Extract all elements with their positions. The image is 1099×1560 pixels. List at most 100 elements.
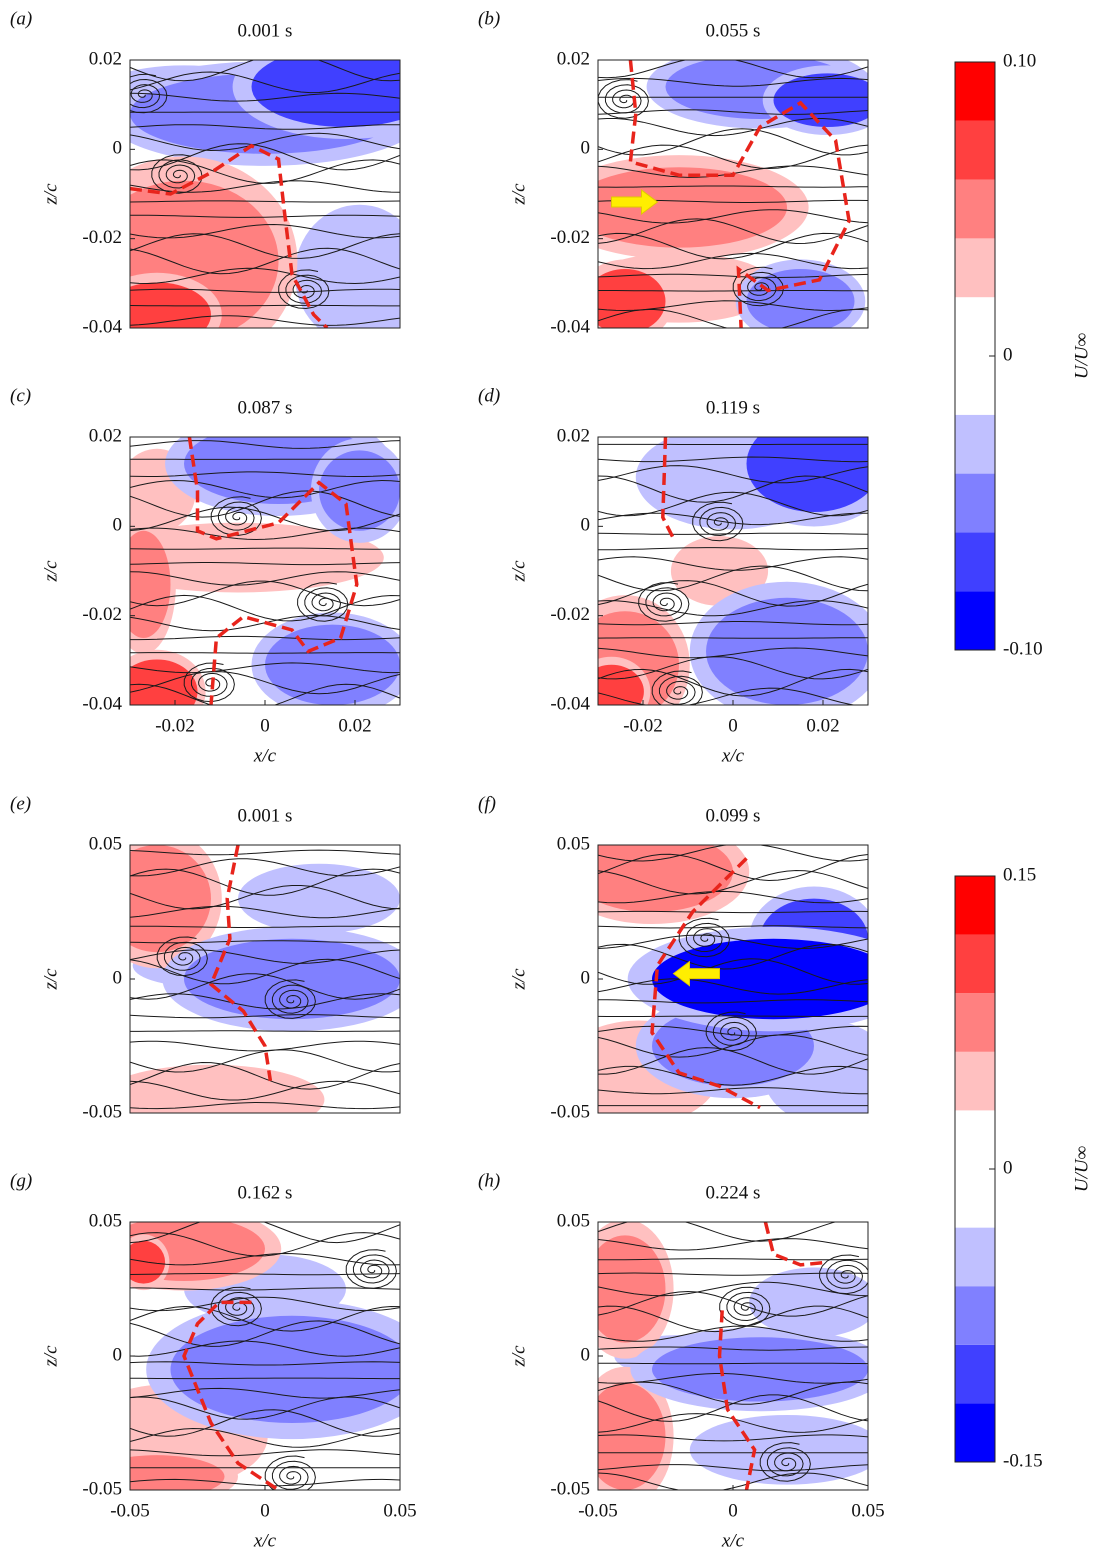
x-tick-label: 0.02 [806,715,839,736]
colorbar-level [955,993,995,1052]
streamline [130,267,400,285]
colorbar-level [955,62,995,121]
contour-region [598,845,733,912]
colorbar-level [955,1110,995,1228]
panel-label: (c) [10,385,31,406]
streamline [598,1238,868,1251]
streamline [598,621,868,626]
streamline [598,656,868,680]
streamline [130,858,400,877]
colorbar-tick-label: -0.15 [1003,1450,1043,1471]
x-axis-label: x/c [253,745,277,766]
panel-title: 0.001 s [238,805,293,826]
streamline [598,1394,868,1422]
streamline [598,958,868,985]
streamline [130,1296,400,1312]
interface-line [130,143,329,328]
streamline [130,925,400,928]
y-tick-label: -0.05 [82,1478,122,1499]
field [130,437,400,705]
streamline [598,456,868,463]
x-tick-label: -0.02 [155,715,195,736]
x-axis-label: x/c [721,745,745,766]
streamline [598,890,868,904]
colorbar-tick-label: 0.10 [1003,50,1036,71]
streamline [598,128,868,156]
streamline [598,512,868,526]
streamline [598,290,868,292]
streamline [130,993,400,1010]
streamline [130,1014,400,1019]
streamline [130,471,400,477]
streamline [130,958,400,985]
panel-label: (a) [10,8,32,29]
panel-title: 0.001 s [238,20,293,41]
panel-title: 0.087 s [238,397,293,418]
streamline [130,1409,400,1437]
colorbar-level [955,1051,995,1111]
colorbar-level [955,591,995,650]
panel-label: (g) [10,1170,32,1191]
streamline [130,1427,400,1448]
y-tick-label: 0 [581,138,591,159]
x-tick-label: 0 [260,715,270,736]
streamline [130,315,400,326]
colorbar-level [955,1286,995,1345]
streamline [598,532,868,535]
x-axis-label: x/c [721,1530,745,1551]
vortex-streamline [210,496,262,536]
y-tick-label: 0 [581,515,591,536]
y-tick-label: 0 [581,967,591,988]
streamline [130,949,400,964]
contour-region [170,1315,400,1423]
streamline [130,547,400,550]
panel-label: (f) [478,793,496,814]
y-axis-label: z/c [40,183,61,206]
streamline [130,885,400,910]
streamline [130,1101,400,1110]
vortex-streamline [151,154,203,194]
interface-line [187,437,359,705]
vortex-streamline [278,269,330,310]
y-tick-label: -0.02 [550,604,590,625]
contour-region [598,269,666,328]
panel-label: (h) [478,1170,500,1191]
streamline [598,1305,868,1333]
field [598,1222,868,1490]
streamline [130,973,400,1000]
streamline [130,1396,400,1420]
panel-title: 0.162 s [238,1182,293,1203]
field [130,60,400,328]
colorbar-level [955,1344,995,1404]
contour-region [679,544,760,598]
contour-region [130,1240,166,1284]
streamline [130,868,400,896]
streamline [130,849,400,856]
colorbar-tick-label: -0.10 [1003,638,1043,659]
streamline [130,223,400,239]
y-tick-label: 0.02 [89,48,122,69]
y-axis-label: z/c [40,1345,61,1368]
interface-line [182,1300,280,1490]
panel-label: (d) [478,385,500,406]
streamline [598,273,868,279]
streamline [598,869,868,895]
y-tick-label: 0.05 [89,833,122,854]
colorbar-level [955,297,995,415]
contour-region [746,437,868,513]
vortex-streamline [678,917,730,958]
streamline [598,475,868,503]
y-tick-label: -0.02 [82,227,122,248]
interface-line [208,845,273,1082]
streamline [130,1387,400,1399]
colorbar-level [955,414,995,474]
streamline [598,1346,868,1351]
streamline [130,1287,400,1291]
panel-title: 0.099 s [706,805,761,826]
streamline [130,60,400,82]
flow-arrow [672,960,720,987]
y-axis-label: z/c [40,968,61,991]
streamline [130,1377,400,1380]
streamline [130,1080,400,1101]
streamline [598,218,868,245]
